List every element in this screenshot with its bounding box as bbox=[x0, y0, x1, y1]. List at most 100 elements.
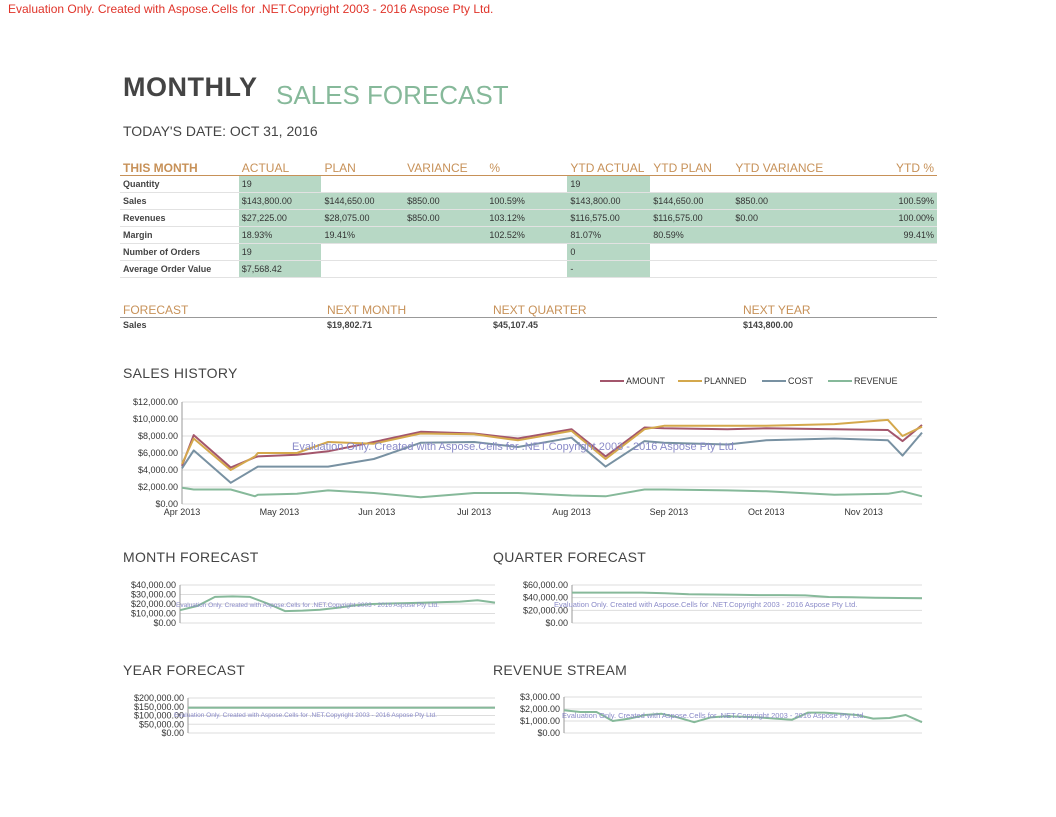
cell-label: Average Order Value bbox=[120, 260, 239, 278]
todays-date: TODAY'S DATE: OCT 31, 2016 bbox=[123, 123, 318, 139]
cell-plan: 19.41% bbox=[321, 226, 405, 244]
series-line-amount bbox=[181, 424, 923, 469]
table-row: Revenues $27,225.00 $28,075.00 $850.00 103.1… bbox=[120, 209, 937, 227]
table-row: Average Order Value $7,568.42 - bbox=[120, 260, 937, 278]
cell-actual: $143,800.00 bbox=[238, 192, 322, 210]
evaluation-watermark: Evaluation Only. Created with Aspose.Cel… bbox=[292, 441, 737, 453]
cell-ytd-actual: 81.07% bbox=[567, 226, 651, 244]
summary-header-row: THIS MONTH ACTUAL PLAN VARIANCE % YTD AC… bbox=[120, 158, 937, 176]
cell-ytd-plan bbox=[650, 243, 733, 261]
y-tick-label: $30,000.00 bbox=[131, 590, 176, 600]
forecast-row: Sales $19,802.71 $45,107.45 $143,800.00 bbox=[120, 318, 937, 332]
cell-pct: 100.59% bbox=[486, 192, 568, 210]
cell-actual: $27,225.00 bbox=[238, 209, 322, 227]
series-line-revenue bbox=[181, 486, 923, 499]
cell-ytd-pct: 100.59% bbox=[826, 192, 937, 210]
quarter-forecast-chart: $0.00 $20,000.00 $40,000.00 $60,000.00 Evalu… bbox=[523, 580, 923, 628]
y-tick-label: $100,000.00 bbox=[134, 711, 184, 721]
sales-history-title: SALES HISTORY bbox=[123, 365, 238, 381]
y-tick-label: $6,000.00 bbox=[138, 448, 178, 458]
header-ytd-percent: YTD % bbox=[826, 158, 937, 176]
cell-actual: 19 bbox=[238, 175, 322, 193]
legend-label: COST bbox=[788, 376, 814, 386]
forecast-header-forecast: FORECAST bbox=[120, 302, 324, 318]
y-tick-label: $150,000.00 bbox=[134, 702, 184, 712]
y-tick-label: $4,000.00 bbox=[138, 465, 178, 475]
cell-plan: $28,075.00 bbox=[321, 209, 405, 227]
cell-ytd-plan bbox=[650, 175, 733, 193]
cell-actual: 18.93% bbox=[238, 226, 322, 244]
cell-ytd-variance: $0.00 bbox=[732, 209, 827, 227]
series-line-0 bbox=[563, 709, 923, 724]
cell-ytd-plan: 80.59% bbox=[650, 226, 733, 244]
header-actual: ACTUAL bbox=[238, 158, 322, 176]
x-tick-label: Apr 2013 bbox=[164, 507, 201, 517]
series-line-planned bbox=[181, 418, 923, 471]
header-ytd-plan: YTD PLAN bbox=[650, 158, 733, 176]
cell-ytd-pct bbox=[826, 243, 937, 261]
header-ytd-variance: YTD VARIANCE bbox=[732, 158, 827, 176]
y-tick-label: $0.00 bbox=[161, 728, 184, 738]
evaluation-notice: Evaluation Only. Created with Aspose.Cel… bbox=[8, 2, 494, 16]
page-title-bold: MONTHLY bbox=[123, 72, 258, 102]
forecast-header-next-year: NEXT YEAR bbox=[740, 302, 937, 318]
cell-ytd-variance bbox=[732, 260, 827, 278]
summary-table: THIS MONTH ACTUAL PLAN VARIANCE % YTD AC… bbox=[120, 158, 937, 278]
cell-ytd-variance bbox=[732, 175, 827, 193]
y-tick-label: $0.00 bbox=[155, 499, 178, 509]
y-tick-label: $60,000.00 bbox=[523, 580, 568, 590]
y-tick-label: $10,000.00 bbox=[133, 414, 178, 424]
cell-ytd-variance bbox=[732, 226, 827, 244]
header-this-month: THIS MONTH bbox=[120, 158, 239, 176]
legend-label: AMOUNT bbox=[626, 376, 665, 386]
y-tick-label: $200,000.00 bbox=[134, 693, 184, 703]
cell-ytd-variance bbox=[732, 243, 827, 261]
forecast-next-quarter: $45,107.45 bbox=[493, 319, 539, 330]
cell-ytd-variance: $850.00 bbox=[732, 192, 827, 210]
evaluation-watermark: Evaluation Only. Created with Aspose.Cel… bbox=[174, 712, 437, 719]
legend-entry-planned: PLANNED bbox=[678, 376, 747, 386]
header-variance: VARIANCE bbox=[404, 158, 487, 176]
cell-variance: $850.00 bbox=[404, 192, 487, 210]
y-tick-label: $10,000.00 bbox=[131, 609, 176, 619]
month-forecast-chart: $0.00$10,000.00$20,000.00$30,000.00$40,0… bbox=[131, 580, 496, 628]
forecast-next-month: $19,802.71 bbox=[327, 319, 373, 330]
cell-label: Sales bbox=[120, 192, 239, 210]
cell-ytd-pct: 100.00% bbox=[826, 209, 937, 227]
y-tick-label: $1,000.00 bbox=[520, 716, 560, 726]
x-tick-label: Nov 2013 bbox=[844, 507, 883, 517]
cell-ytd-plan bbox=[650, 260, 733, 278]
x-tick-label: Jun 2013 bbox=[358, 507, 395, 517]
y-tick-label: $40,000.00 bbox=[131, 580, 176, 590]
series-line-cost bbox=[181, 431, 923, 484]
y-tick-label: $0.00 bbox=[545, 618, 568, 628]
cell-ytd-plan: $116,575.00 bbox=[650, 209, 733, 227]
cell-actual: $7,568.42 bbox=[238, 260, 322, 278]
cell-plan bbox=[321, 243, 405, 261]
legend-entry-revenue: REVENUE bbox=[828, 376, 898, 386]
table-row: Margin 18.93% 19.41% 102.52% 81.07% 80.59% 99.… bbox=[120, 226, 937, 244]
legend-label: PLANNED bbox=[704, 376, 747, 386]
cell-pct: 103.12% bbox=[486, 209, 568, 227]
cell-variance bbox=[404, 243, 487, 261]
sales-history-chart: $0.00 $2,000.00 $4,000.00 $6,000.00 $8,000.0… bbox=[133, 376, 923, 517]
legend-entry-amount: AMOUNT bbox=[600, 376, 665, 386]
y-tick-label: $2,000.00 bbox=[138, 482, 178, 492]
forecast-table: FORECAST NEXT MONTH NEXT QUARTER NEXT YE… bbox=[120, 302, 937, 331]
cell-label: Quantity bbox=[120, 175, 239, 193]
legend-entry-cost: COST bbox=[762, 376, 814, 386]
cell-ytd-pct: 99.41% bbox=[826, 226, 937, 244]
y-tick-label: $40,000.00 bbox=[523, 593, 568, 603]
cell-plan: $144,650.00 bbox=[321, 192, 405, 210]
y-tick-label: $12,000.00 bbox=[133, 397, 178, 407]
cell-pct bbox=[486, 243, 568, 261]
legend-label: REVENUE bbox=[854, 376, 898, 386]
evaluation-watermark: Evaluation Only. Created with Aspose.Cel… bbox=[554, 600, 857, 609]
cell-variance bbox=[404, 226, 487, 244]
year-forecast-chart: $0.00$50,000.00$100,000.00$150,000.00$20… bbox=[134, 693, 495, 738]
x-tick-label: Jul 2013 bbox=[457, 507, 491, 517]
series-line-0 bbox=[179, 595, 496, 613]
cell-ytd-actual: $143,800.00 bbox=[567, 192, 651, 210]
quarter-forecast-title: QUARTER FORECAST bbox=[493, 549, 647, 565]
cell-label: Number of Orders bbox=[120, 243, 239, 261]
